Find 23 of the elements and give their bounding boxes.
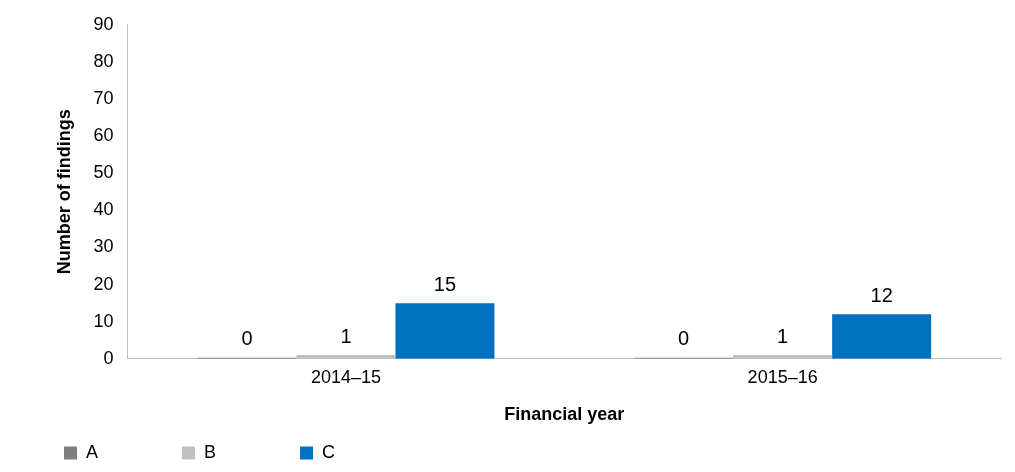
y-tick-label: 10	[93, 310, 114, 331]
y-tick-label: 0	[103, 347, 114, 368]
data-label: 1	[777, 324, 789, 347]
y-tick-label: 70	[93, 87, 114, 108]
y-tick-label: 60	[93, 125, 114, 146]
y-tick-label: 50	[93, 162, 114, 183]
y-tick-label: 20	[93, 273, 114, 294]
data-label: 1	[340, 324, 352, 347]
y-tick-label: 80	[93, 50, 114, 71]
x-tick-label: 2014–15	[310, 366, 382, 387]
data-label: 12	[870, 283, 893, 306]
legend-label: B	[204, 441, 287, 462]
x-axis-title: Financial year	[504, 404, 625, 425]
y-tick-label: 30	[93, 236, 114, 257]
y-tick-label: 40	[93, 199, 114, 220]
legend-label: C	[322, 441, 406, 462]
legend-label: A	[86, 441, 168, 462]
data-label: 15	[433, 272, 457, 295]
data-label: 0	[678, 327, 690, 350]
y-tick-label: 90	[93, 13, 114, 34]
data-label: 0	[241, 327, 253, 350]
y-axis-title: Number of findings	[53, 109, 74, 275]
x-tick-label: 2015–16	[747, 366, 818, 387]
